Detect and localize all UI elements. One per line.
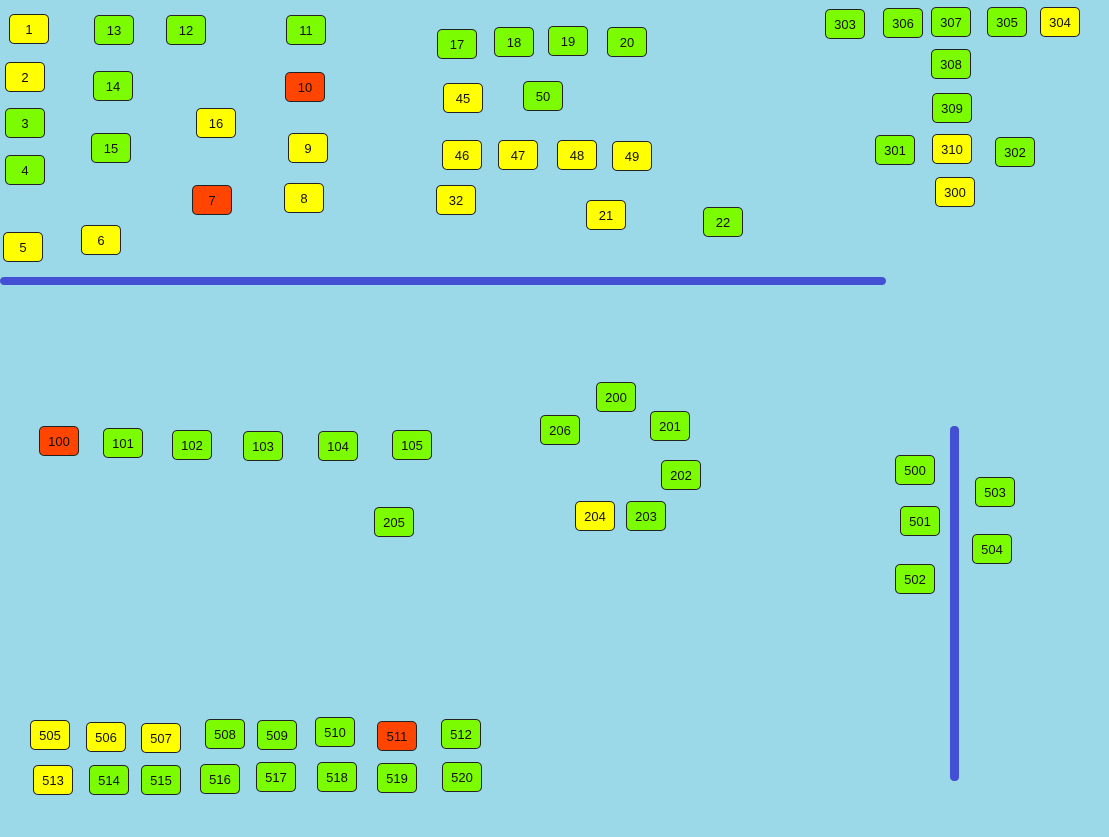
seat-box[interactable]: 47: [498, 140, 538, 170]
seat-box[interactable]: 2: [5, 62, 45, 92]
seat-box[interactable]: 12: [166, 15, 206, 45]
seat-box[interactable]: 516: [200, 764, 240, 794]
seat-box[interactable]: 506: [86, 722, 126, 752]
seat-box[interactable]: 513: [33, 765, 73, 795]
seat-box[interactable]: 19: [548, 26, 588, 56]
seat-box[interactable]: 502: [895, 564, 935, 594]
seat-box[interactable]: 512: [441, 719, 481, 749]
seat-box[interactable]: 300: [935, 177, 975, 207]
seat-box[interactable]: 201: [650, 411, 690, 441]
seat-box[interactable]: 14: [93, 71, 133, 101]
seat-box[interactable]: 206: [540, 415, 580, 445]
seat-box[interactable]: 3: [5, 108, 45, 138]
seat-box[interactable]: 105: [392, 430, 432, 460]
seat-box[interactable]: 104: [318, 431, 358, 461]
wall-horizontal: [0, 277, 886, 285]
seat-box[interactable]: 205: [374, 507, 414, 537]
seat-box[interactable]: 49: [612, 141, 652, 171]
seat-box[interactable]: 103: [243, 431, 283, 461]
seat-box[interactable]: 302: [995, 137, 1035, 167]
seat-box[interactable]: 46: [442, 140, 482, 170]
seat-box[interactable]: 510: [315, 717, 355, 747]
seat-box[interactable]: 11: [286, 15, 326, 45]
seat-box[interactable]: 301: [875, 135, 915, 165]
seat-box[interactable]: 17: [437, 29, 477, 59]
seat-box[interactable]: 8: [284, 183, 324, 213]
seat-box[interactable]: 4: [5, 155, 45, 185]
seat-box[interactable]: 500: [895, 455, 935, 485]
seat-box[interactable]: 21: [586, 200, 626, 230]
seat-box[interactable]: 200: [596, 382, 636, 412]
seat-box[interactable]: 515: [141, 765, 181, 795]
seat-box[interactable]: 15: [91, 133, 131, 163]
wall-vertical: [950, 426, 959, 781]
seat-box[interactable]: 102: [172, 430, 212, 460]
seat-box[interactable]: 45: [443, 83, 483, 113]
seat-box[interactable]: 514: [89, 765, 129, 795]
seat-box[interactable]: 517: [256, 762, 296, 792]
seat-box[interactable]: 518: [317, 762, 357, 792]
seat-box[interactable]: 50: [523, 81, 563, 111]
seat-box[interactable]: 507: [141, 723, 181, 753]
seat-box[interactable]: 20: [607, 27, 647, 57]
seat-box[interactable]: 505: [30, 720, 70, 750]
seat-box[interactable]: 511: [377, 721, 417, 751]
seat-box[interactable]: 48: [557, 140, 597, 170]
seat-box[interactable]: 9: [288, 133, 328, 163]
seat-box[interactable]: 306: [883, 8, 923, 38]
seat-box[interactable]: 509: [257, 720, 297, 750]
seat-box[interactable]: 520: [442, 762, 482, 792]
seat-box[interactable]: 508: [205, 719, 245, 749]
seat-box[interactable]: 504: [972, 534, 1012, 564]
seat-box[interactable]: 501: [900, 506, 940, 536]
seat-box[interactable]: 13: [94, 15, 134, 45]
seat-box[interactable]: 100: [39, 426, 79, 456]
seat-box[interactable]: 308: [931, 49, 971, 79]
seat-box[interactable]: 101: [103, 428, 143, 458]
seat-box[interactable]: 18: [494, 27, 534, 57]
seat-box[interactable]: 32: [436, 185, 476, 215]
seat-box[interactable]: 305: [987, 7, 1027, 37]
seat-box[interactable]: 22: [703, 207, 743, 237]
seat-box[interactable]: 1: [9, 14, 49, 44]
seat-box[interactable]: 310: [932, 134, 972, 164]
seat-box[interactable]: 6: [81, 225, 121, 255]
seat-box[interactable]: 10: [285, 72, 325, 102]
seat-box[interactable]: 204: [575, 501, 615, 531]
seat-box[interactable]: 304: [1040, 7, 1080, 37]
seat-box[interactable]: 309: [932, 93, 972, 123]
seat-box[interactable]: 5: [3, 232, 43, 262]
seat-box[interactable]: 519: [377, 763, 417, 793]
seat-box[interactable]: 303: [825, 9, 865, 39]
seat-box[interactable]: 203: [626, 501, 666, 531]
seat-box[interactable]: 307: [931, 7, 971, 37]
seat-box[interactable]: 7: [192, 185, 232, 215]
seat-box[interactable]: 16: [196, 108, 236, 138]
seat-box[interactable]: 202: [661, 460, 701, 490]
seat-box[interactable]: 503: [975, 477, 1015, 507]
